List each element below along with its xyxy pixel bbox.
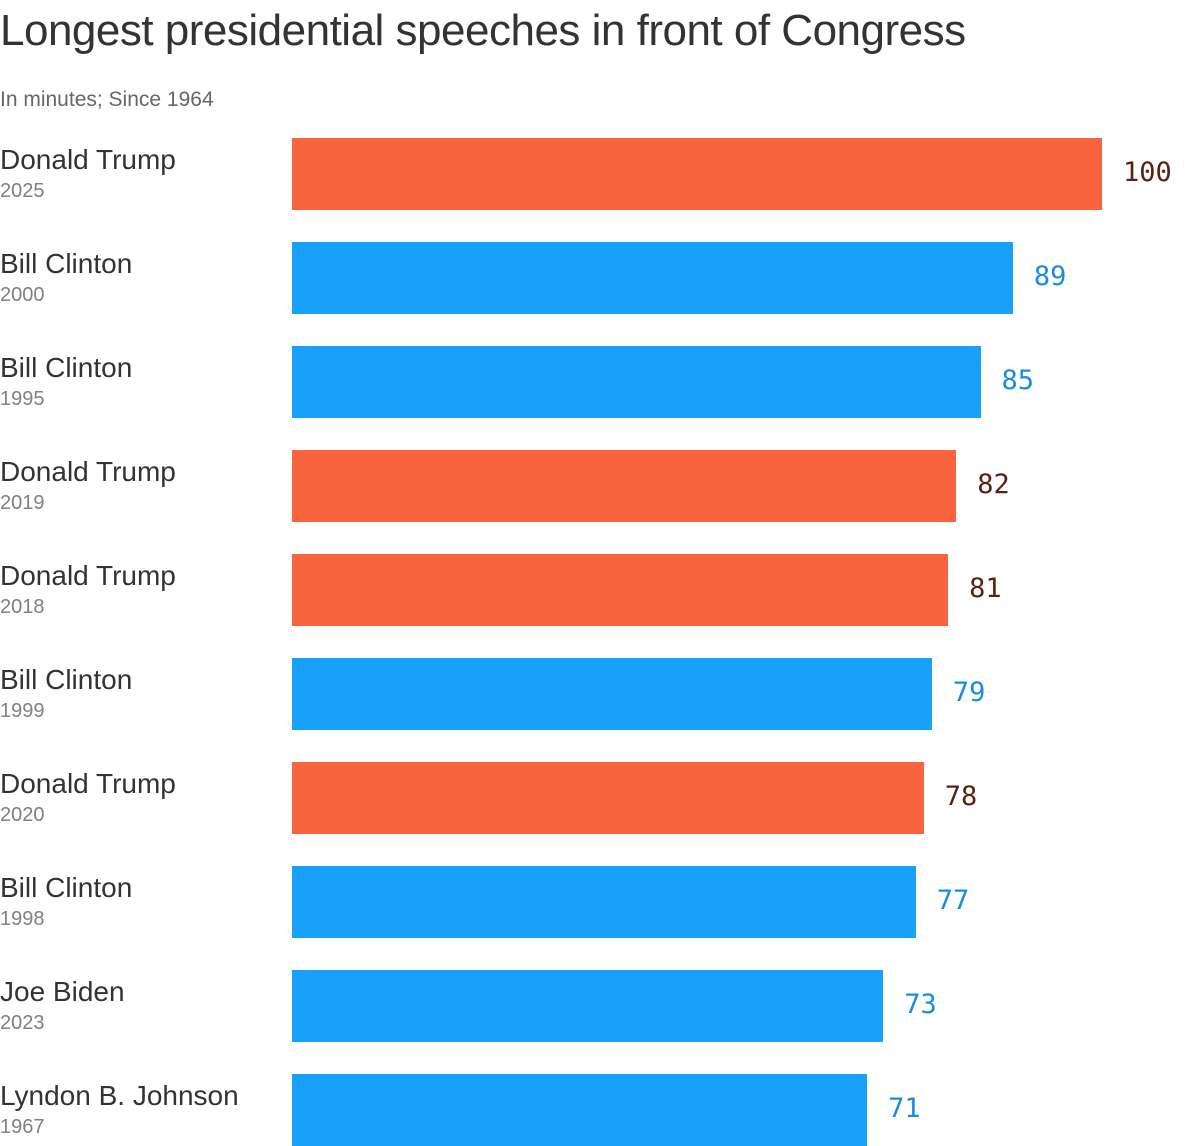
year-label: 1967 <box>0 1116 45 1138</box>
year-label: 2019 <box>0 492 45 514</box>
year-label: 1998 <box>0 908 45 930</box>
president-label: Donald Trump <box>0 456 176 487</box>
value-label: 89 <box>1033 261 1067 292</box>
bar <box>292 450 957 522</box>
president-label: Bill Clinton <box>0 664 133 695</box>
chart-subtitle: In minutes; Since 1964 <box>0 88 214 111</box>
bar <box>292 138 1102 210</box>
year-label: 2023 <box>0 1012 45 1034</box>
president-label: Joe Biden <box>0 976 125 1007</box>
president-label: Donald Trump <box>0 560 176 591</box>
year-label: 2025 <box>0 180 45 202</box>
year-label: 2020 <box>0 804 45 826</box>
year-label: 1995 <box>0 388 45 410</box>
bar <box>292 762 924 834</box>
president-label: Donald Trump <box>0 768 176 799</box>
bar <box>292 346 981 418</box>
president-label: Lyndon B. Johnson <box>0 1080 239 1111</box>
bar <box>292 554 949 626</box>
president-label: Bill Clinton <box>0 872 133 903</box>
value-label: 85 <box>1001 365 1035 396</box>
president-label: Bill Clinton <box>0 352 133 383</box>
value-label: 100 <box>1123 157 1172 188</box>
president-label: Bill Clinton <box>0 248 133 279</box>
bar <box>292 242 1013 314</box>
value-label: 73 <box>904 989 937 1020</box>
president-label: Donald Trump <box>0 144 176 175</box>
value-label: 71 <box>888 1093 921 1124</box>
value-label: 81 <box>969 573 1002 604</box>
value-label: 78 <box>944 781 978 812</box>
bar <box>292 866 916 938</box>
year-label: 2000 <box>0 284 45 306</box>
value-label: 79 <box>952 677 986 708</box>
value-label: 77 <box>936 885 970 916</box>
bar <box>292 658 932 730</box>
year-label: 1999 <box>0 700 45 722</box>
bar <box>292 1074 868 1146</box>
bar <box>292 970 884 1042</box>
year-label: 2018 <box>0 596 45 618</box>
value-label: 82 <box>977 469 1010 500</box>
chart-title: Longest presidential speeches in front o… <box>0 6 966 55</box>
